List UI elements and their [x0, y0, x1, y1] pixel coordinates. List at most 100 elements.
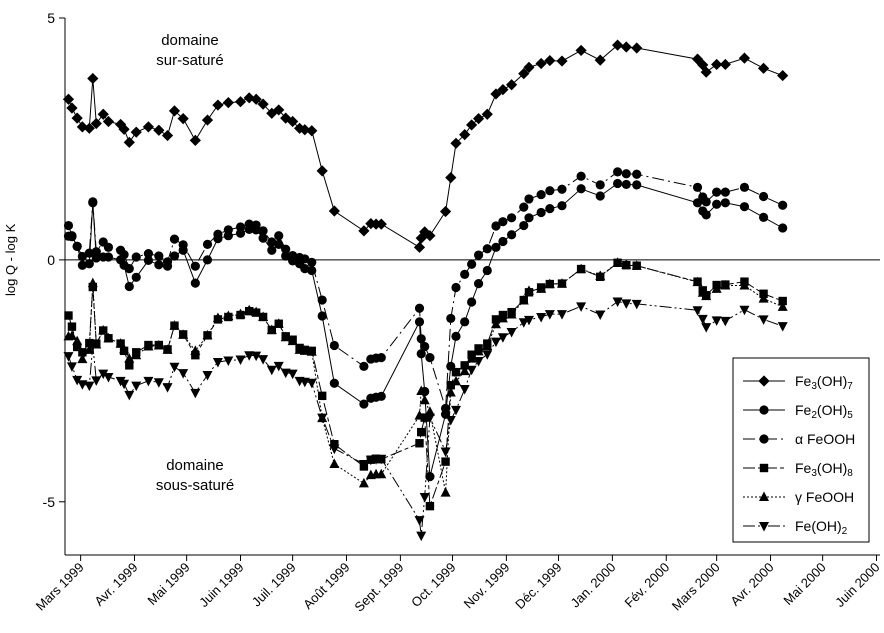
data-point [266, 324, 277, 335]
data-point [417, 427, 426, 437]
data-point [77, 251, 87, 262]
data-point [416, 385, 427, 395]
data-point [202, 329, 213, 340]
annotation-text: sur-saturé [156, 52, 224, 69]
data-point [414, 516, 425, 526]
legend-marker [759, 522, 769, 532]
data-point [119, 343, 130, 354]
legend-label-part: γ FeOOH [795, 489, 854, 505]
data-point [557, 184, 567, 194]
data-point [450, 137, 462, 149]
data-point [300, 254, 310, 264]
x-tick-label: Juil. 1999 [249, 560, 299, 610]
data-point [244, 304, 255, 315]
data-point [613, 178, 623, 189]
data-point [631, 260, 642, 270]
data-point [306, 346, 317, 356]
data-point [481, 108, 493, 120]
data-point [425, 353, 435, 363]
data-point [281, 251, 291, 261]
data-point [719, 58, 731, 71]
data-point [778, 296, 787, 306]
data-point [103, 332, 114, 343]
data-point [273, 318, 284, 328]
series-group [62, 39, 789, 542]
data-point [506, 230, 517, 240]
data-point [91, 376, 102, 386]
data-point [621, 259, 632, 269]
data-point [212, 99, 224, 111]
y-axis-label: log Q - log K [3, 223, 18, 296]
data-point [244, 219, 254, 229]
data-point [124, 264, 134, 274]
data-point [692, 306, 703, 316]
data-point [446, 313, 456, 324]
data-point [293, 122, 306, 134]
series-line [68, 262, 783, 493]
data-point [711, 283, 722, 293]
data-point [274, 239, 284, 250]
data-point [700, 66, 712, 78]
data-point [299, 124, 311, 136]
data-point [306, 125, 318, 137]
data-point [777, 301, 788, 311]
data-point [612, 39, 624, 51]
data-point [103, 242, 114, 252]
data-point [273, 104, 285, 116]
data-point [190, 388, 201, 399]
data-point [72, 241, 82, 251]
data-point [72, 335, 83, 346]
data-point [153, 340, 164, 350]
data-point [97, 108, 109, 120]
data-point [67, 322, 77, 331]
data-point [178, 329, 189, 339]
data-point [317, 391, 327, 401]
data-point [91, 253, 101, 263]
legend-label-part: α FeOOH [795, 431, 855, 447]
data-point [131, 252, 141, 262]
data-point [544, 278, 555, 289]
x-tick-label: Fév. 2000 [622, 560, 673, 611]
data-point [425, 501, 435, 511]
data-point [169, 251, 180, 261]
data-point [376, 454, 387, 465]
data-point [777, 69, 789, 82]
data-point [329, 444, 340, 455]
data-point [413, 241, 426, 253]
series-line [68, 171, 783, 409]
data-point [557, 201, 567, 211]
data-point [416, 531, 427, 542]
data-point [212, 312, 223, 322]
data-point [84, 259, 94, 269]
data-point [757, 62, 770, 74]
data-point [235, 222, 246, 232]
x-tick-label: Oct. 1999 [408, 560, 458, 610]
x-tick-label: Juin 2000 [832, 560, 882, 610]
y-tick-label: 0 [47, 252, 55, 268]
data-point [536, 207, 546, 218]
data-point [317, 413, 328, 424]
data-point [451, 282, 461, 293]
data-point [621, 169, 631, 179]
data-point [190, 278, 200, 288]
y-tick-label: 5 [47, 10, 55, 26]
data-point [266, 107, 278, 119]
legend-label: Fe3(OH)8 [795, 460, 853, 479]
data-point [467, 259, 477, 269]
data-point [212, 357, 223, 368]
data-point [169, 234, 180, 244]
x-tick-label: Août 1999 [300, 560, 353, 613]
data-point [124, 353, 135, 363]
data-point [524, 213, 534, 223]
data-point [545, 204, 555, 214]
data-point [595, 180, 605, 190]
data-point [71, 112, 83, 124]
data-point [506, 213, 517, 223]
data-point [459, 365, 470, 376]
data-point [450, 375, 461, 386]
data-point [777, 322, 788, 332]
data-point [162, 383, 173, 393]
data-point [595, 191, 605, 201]
data-point [84, 248, 94, 258]
data-point [258, 226, 268, 236]
